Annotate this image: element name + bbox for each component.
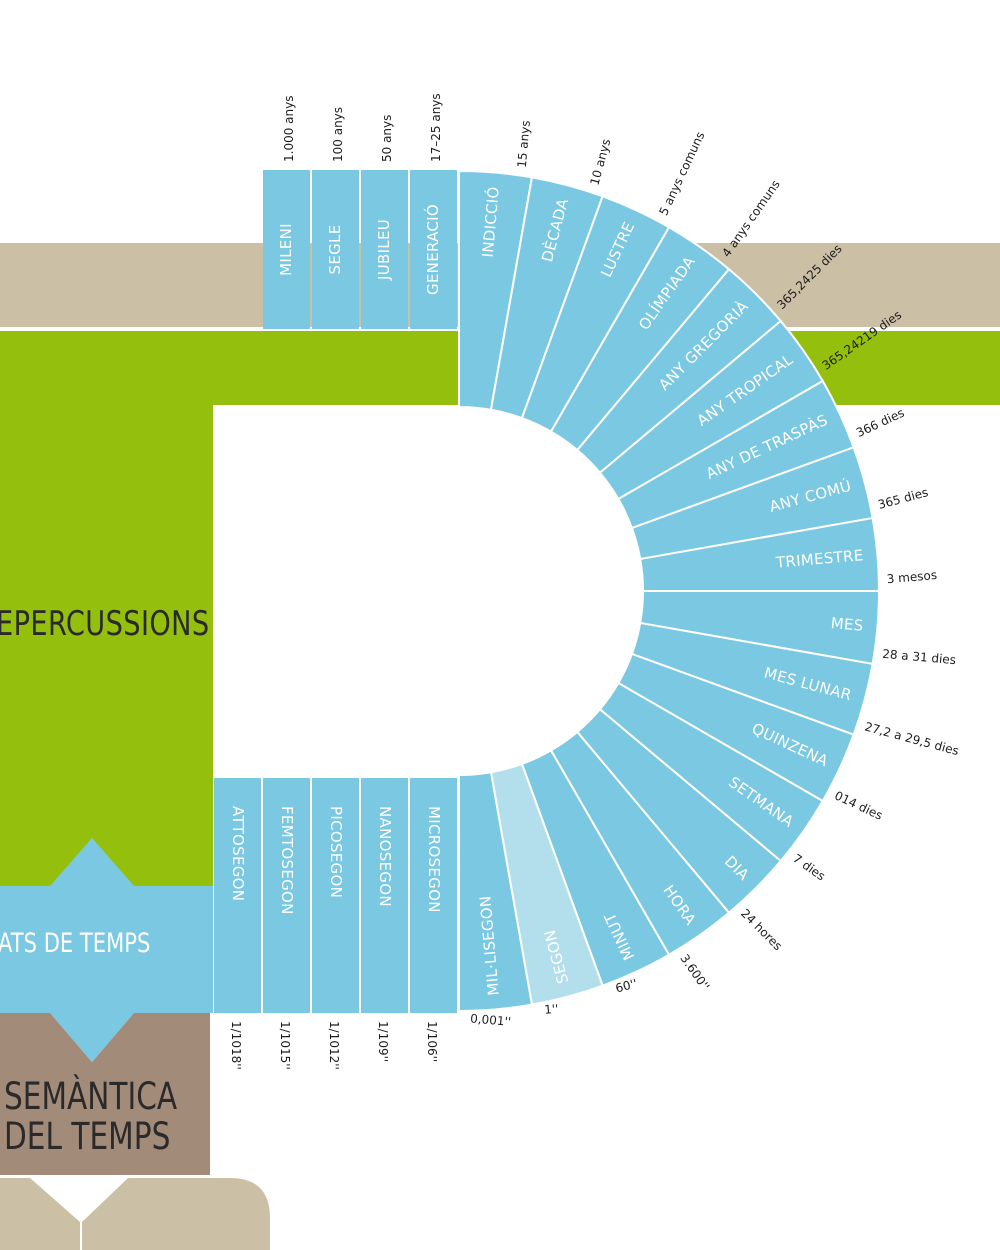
bar-microsegon (410, 778, 457, 1013)
value-trimestre: 3 mesos (886, 568, 937, 586)
value-mil-lisegon: 0,001'' (470, 1011, 512, 1029)
value-indiccio: 15 anys (515, 120, 533, 168)
label-nanosegon: NANOSEGON (376, 806, 394, 907)
semantica-heading-line1: SEMÀNTICA (4, 1075, 178, 1118)
label-generacio: GENERACIÓ (423, 204, 442, 295)
label-attosegon: ATTOSEGON (229, 806, 247, 901)
value-generacio: 17–25 anys (429, 93, 443, 162)
label-mileni: MILENI (277, 223, 295, 276)
segment-mil-lisegon (458, 771, 534, 1013)
value-segle: 100 anys (331, 107, 345, 162)
bar-picosegon (312, 778, 359, 1013)
repercussions-heading: EPERCUSSIONS (0, 604, 210, 644)
value-mes: 28 a 31 dies (882, 647, 957, 667)
value-attosegon: 1/1018'' (229, 1021, 243, 1070)
label-segle: SEGLE (326, 225, 344, 275)
value-hora: 3.600'' (677, 952, 712, 994)
unitats-heading: ATS DE TEMPS (0, 928, 151, 959)
bar-generacio (410, 170, 457, 329)
inner-white (213, 405, 461, 777)
value-minut: 60'' (614, 976, 639, 995)
value-nanosegon: 1/109'' (376, 1021, 390, 1062)
value-dia: 24 hores (738, 906, 785, 953)
label-femtosegon: FEMTOSEGON (278, 806, 296, 915)
value-jubileu: 50 anys (380, 115, 394, 162)
value-picosegon: 1/1012'' (327, 1021, 341, 1070)
bar-attosegon (214, 778, 261, 1013)
bar-jubileu (361, 170, 408, 329)
value-mes-lunar: 27,2 a 29,5 dies (863, 720, 960, 759)
label-jubileu: JUBILEU (375, 219, 393, 281)
semantica-heading-line2: DEL TEMPS (4, 1115, 171, 1158)
label-microsegon: MICROSEGON (425, 806, 443, 913)
value-decada: 10 anys (588, 137, 614, 186)
value-lustre: 5 anys comuns (656, 130, 707, 218)
bar-femtosegon (263, 778, 310, 1013)
bar-mileni (263, 170, 310, 329)
value-quinzena: 014 dies (832, 788, 884, 822)
value-any-comu: 365 dies (876, 485, 929, 512)
value-microsegon: 1/106'' (425, 1021, 439, 1062)
value-segon: 1'' (544, 1002, 559, 1017)
value-any-de-traspas: 366 dies (854, 406, 906, 440)
label-mes: MES (830, 614, 864, 635)
bottom-tan-left (0, 1178, 80, 1250)
bar-nanosegon (361, 778, 408, 1013)
unitats-arrow-block (0, 838, 213, 1062)
value-mileni: 1.000 anys (282, 96, 296, 162)
semantica-block (0, 1013, 210, 1175)
bar-segle (312, 170, 359, 329)
value-femtosegon: 1/1015'' (278, 1021, 292, 1070)
bottom-tan-right (82, 1178, 270, 1250)
green-panel (0, 331, 213, 886)
value-setmana: 7 dies (790, 851, 828, 883)
label-picosegon: PICOSEGON (327, 806, 345, 898)
